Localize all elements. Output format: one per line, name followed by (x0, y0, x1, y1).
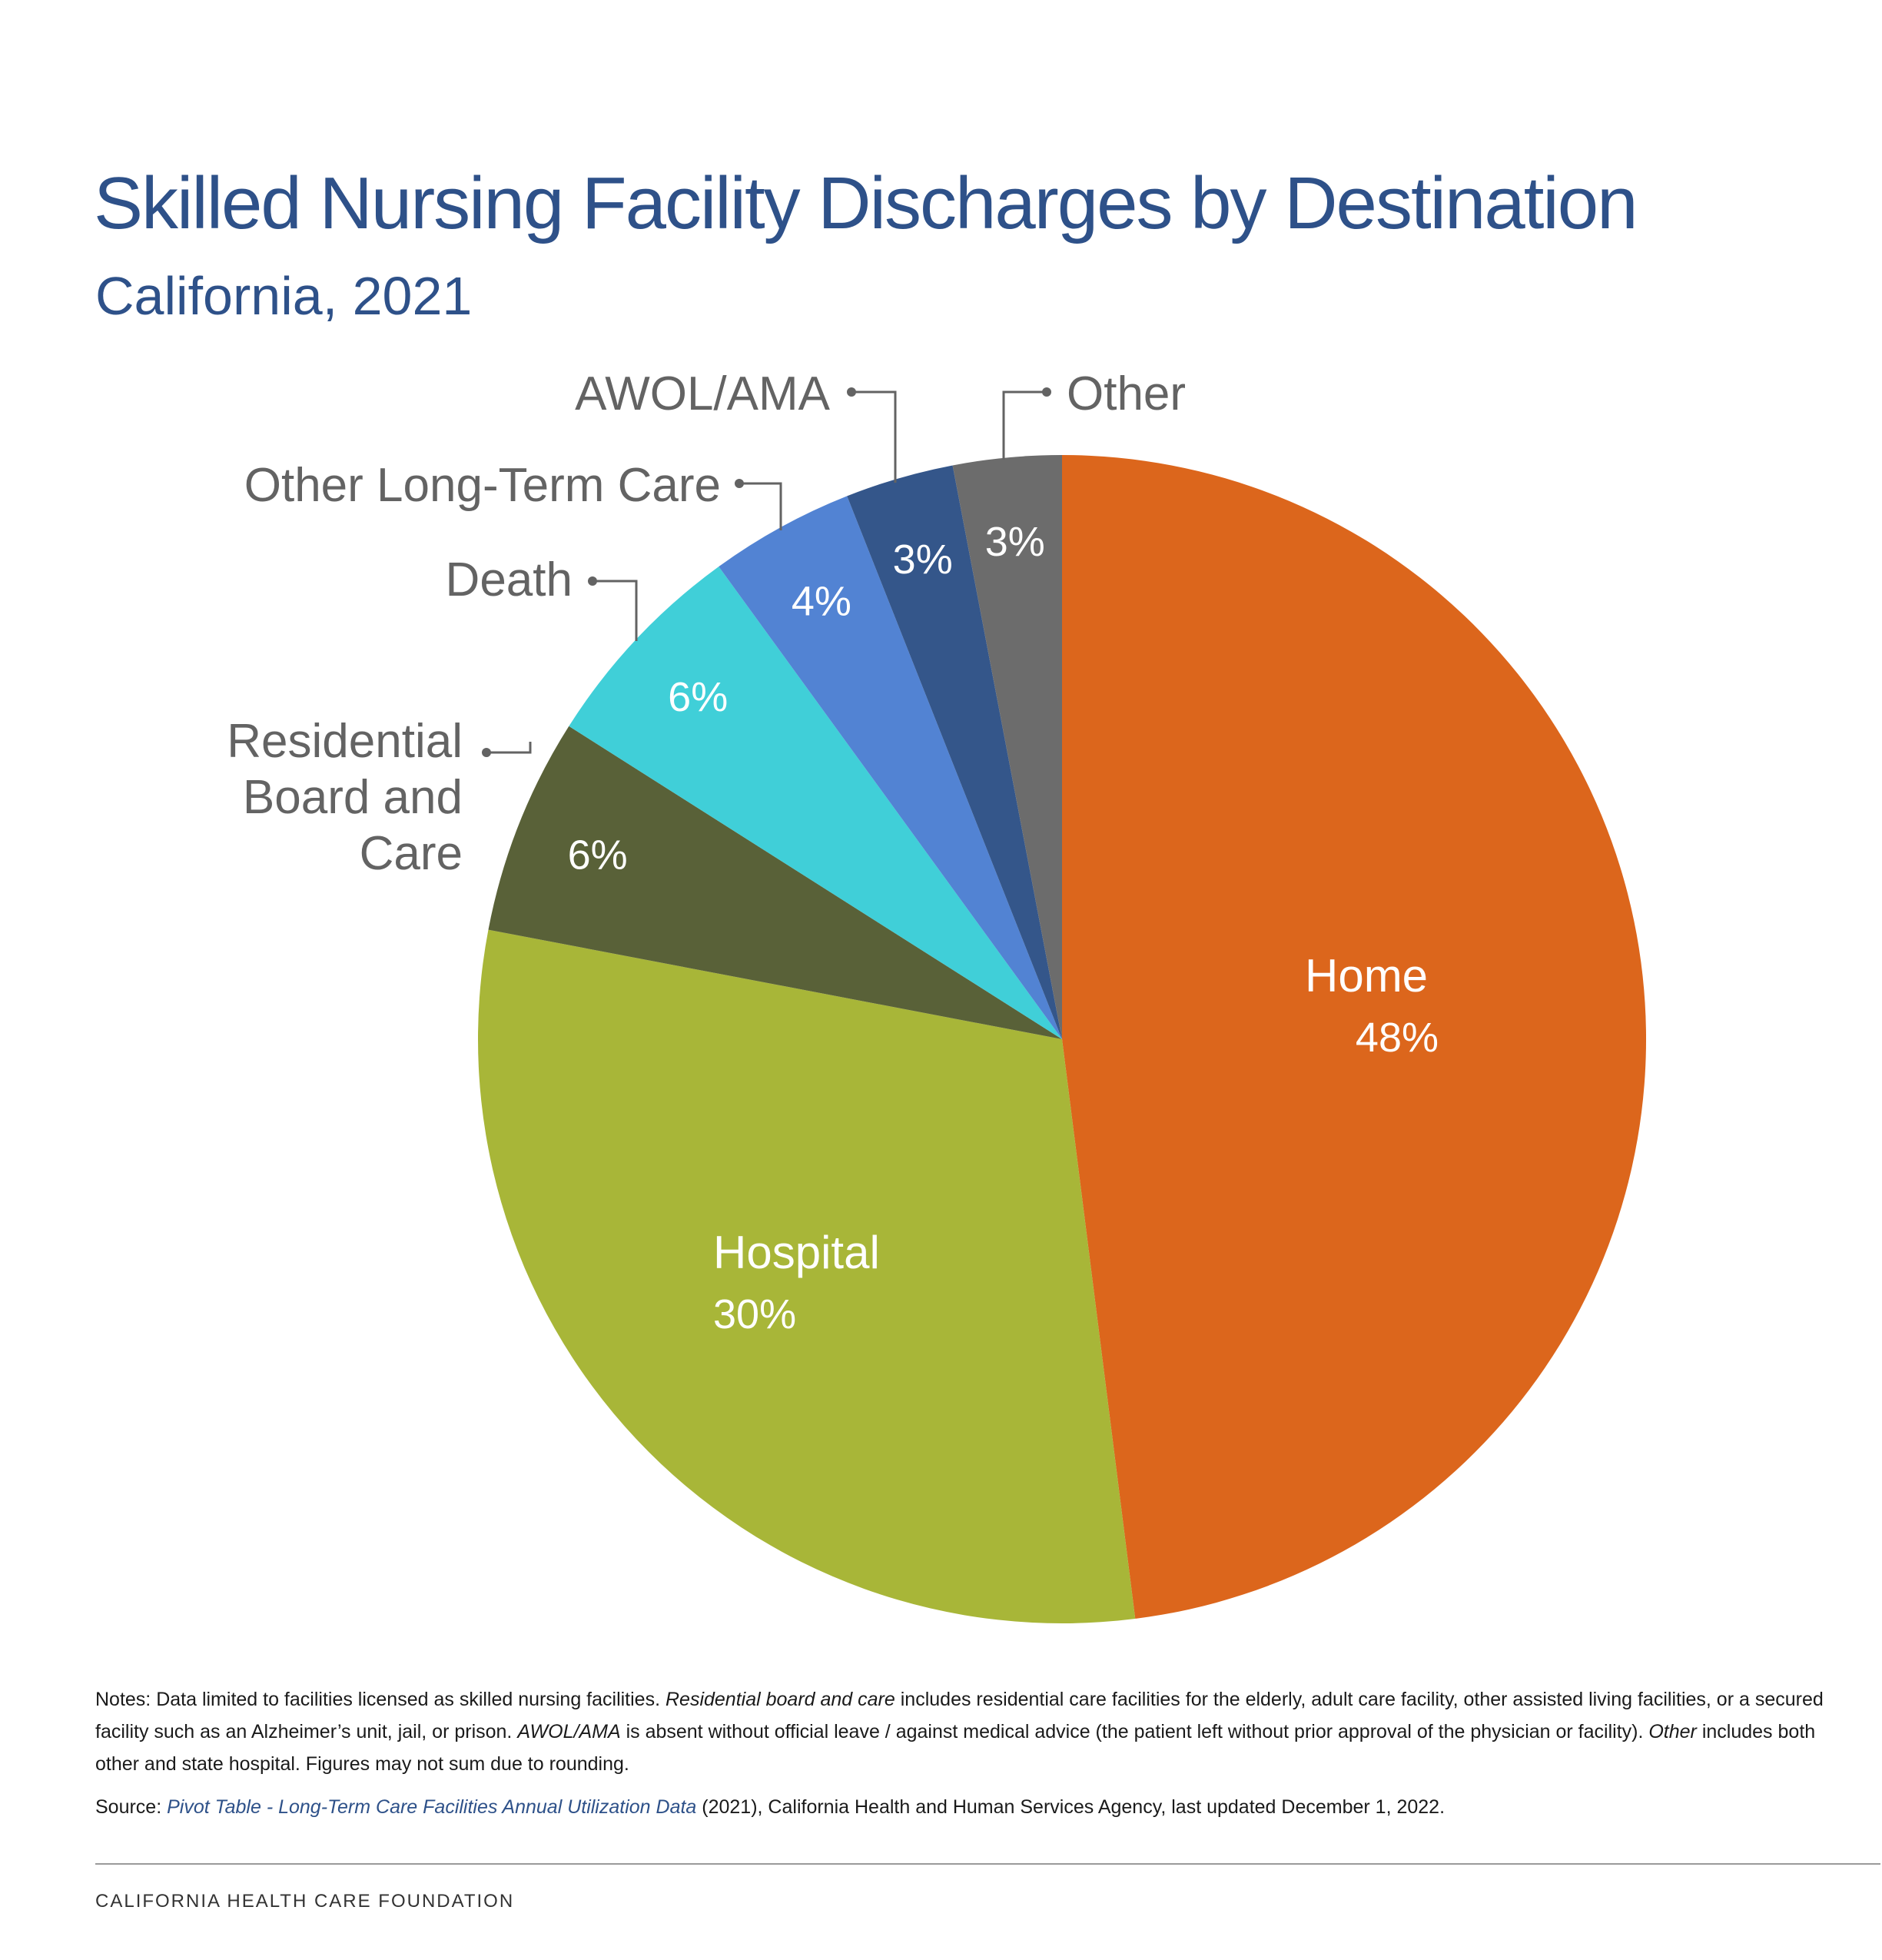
notes-term: AWOL/AMA (517, 1721, 621, 1742)
source-line: Source: Pivot Table - Long-Term Care Fac… (95, 1791, 1824, 1823)
leader-dot-death (588, 576, 597, 586)
slice-value-other-long-term-care: 4% (792, 578, 851, 624)
slice-value-home: 48% (1356, 1015, 1439, 1061)
pie-slice-death (569, 566, 1062, 1039)
slice-value-other: 3% (985, 519, 1045, 565)
leader-line-death (592, 580, 638, 641)
leader-dot-awol-ama (847, 387, 856, 397)
source-label: Source: (95, 1796, 168, 1818)
leader-line-awol-ama (851, 390, 897, 483)
slice-value-residential-board-and-care: 6% (568, 832, 628, 879)
notes-text: includes residential care facilities for… (95, 1689, 1824, 1742)
chart-notes: Notes: Data limited to facilities licens… (95, 1683, 1824, 1823)
slice-label-death: Death (446, 553, 573, 606)
source-text: (2021), California Health and Human Serv… (696, 1796, 1446, 1818)
notes-text: Notes: Data limited to facilities licens… (95, 1689, 666, 1710)
slice-value-hospital: 30% (713, 1291, 796, 1337)
notes-text: includes both other and state hospital. … (95, 1721, 1816, 1775)
pie-slice-other (952, 455, 1062, 1039)
slice-label-awol-ama: AWOL/AMA (575, 367, 831, 420)
leader-dot-other-long-term-care (735, 479, 744, 488)
slice-label-other-long-term-care: Other Long-Term Care (244, 459, 721, 512)
source-link[interactable]: Pivot Table - Long-Term Care Facilities … (167, 1796, 697, 1818)
pie-slice-home (1062, 455, 1647, 1619)
pie-slice-residential-board-and-care (488, 726, 1062, 1039)
slice-label-hospital: Hospital (713, 1227, 880, 1278)
pie-slice-hospital (477, 929, 1136, 1624)
slice-value-death: 6% (668, 674, 728, 720)
slice-label-home: Home (1305, 950, 1428, 1002)
notes-term: Residential board and care (665, 1689, 895, 1710)
notes-paragraph: Notes: Data limited to facilities licens… (95, 1683, 1824, 1780)
slice-value-awol-ama: 3% (893, 537, 953, 583)
slice-label-residential-board-and-care: Residential Board and Care (227, 715, 463, 880)
slice-label-other: Other (1067, 367, 1186, 420)
pie-slice-other-long-term-care (719, 496, 1062, 1039)
chart-title: Skilled Nursing Facility Discharges by D… (94, 162, 1638, 244)
notes-text: is absent without official leave / again… (620, 1721, 1649, 1742)
pie-slice-awol-ama (847, 465, 1062, 1039)
leader-line-other-long-term-care (739, 482, 782, 530)
footer-divider (95, 1863, 1880, 1865)
pie-chart: Home 48% Hospital 30% 6% Residential Board and… (227, 367, 1647, 1624)
leader-line-residential-board-and-care (486, 742, 532, 754)
chart-subtitle: California, 2021 (95, 266, 473, 326)
leader-dot-other (1042, 387, 1051, 397)
leader-line-other (1002, 390, 1047, 460)
footer-organization: CALIFORNIA HEALTH CARE FOUNDATION (95, 1891, 515, 1912)
notes-term: Other (1648, 1721, 1697, 1742)
leader-dot-residential-board-and-care (482, 748, 491, 757)
